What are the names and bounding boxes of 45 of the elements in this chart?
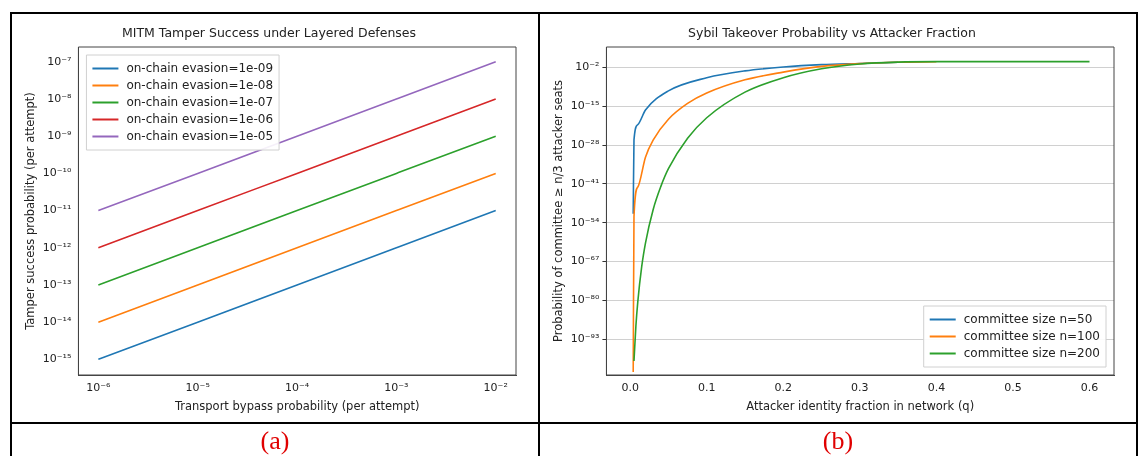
y-tick-label: 10⁻¹⁵: [42, 352, 72, 366]
x-tick-label: 0.4: [927, 381, 946, 395]
legend-label: committee size n=200: [963, 345, 1101, 360]
y-tick-label: 10⁻²: [575, 60, 600, 74]
x-tick-label: 0.6: [1080, 381, 1099, 395]
y-tick-label: 10⁻⁹: [47, 129, 72, 143]
y-tick-label: 10⁻¹³: [42, 277, 72, 291]
y-tick-label: 10⁻⁸⁰: [570, 293, 601, 307]
x-tick-label: 10⁻⁴: [284, 381, 310, 395]
legend-label: on-chain evasion=1e-06: [126, 111, 274, 126]
x-tick-label: 10⁻²: [483, 381, 508, 395]
x-tick-label: 0.2: [774, 381, 793, 395]
text: (a): [12, 424, 540, 456]
legend-label: on-chain evasion=1e-08: [126, 77, 274, 92]
y-tick-label: 10⁻⁹³: [570, 332, 600, 346]
text: (b): [540, 424, 1138, 456]
x-tick-label: 0.1: [697, 381, 716, 395]
y-tick-label: 10⁻¹⁰: [42, 166, 73, 180]
x-tick-label: 10⁻⁶: [86, 381, 112, 395]
chart-title: Sybil Takeover Probability vs Attacker Fraction: [688, 24, 976, 40]
x-tick-label: 10⁻³: [384, 381, 409, 395]
x-tick-label: 0.5: [1004, 381, 1022, 395]
x-tick-label: 0.3: [851, 381, 869, 395]
legend-label: committee size n=100: [963, 328, 1101, 343]
y-tick-label: 10⁻¹⁴: [42, 315, 73, 329]
x-axis-title: Transport bypass probability (per attempt): [173, 399, 420, 414]
y-tick-label: 10⁻⁶⁷: [570, 254, 600, 268]
chart-title: MITM Tamper Success under Layered Defenses: [121, 24, 417, 40]
x-tick-label: 10⁻⁵: [185, 381, 210, 395]
y-tick-label: 10⁻¹⁵: [570, 99, 600, 113]
x-axis-title: Attacker identity fraction in network (q): [746, 399, 975, 414]
y-axis-title: Tamper success probability (per attempt): [22, 92, 37, 331]
y-tick-label: 10⁻⁸: [47, 91, 73, 105]
y-tick-label: 10⁻¹²: [42, 240, 72, 254]
y-tick-label: 10⁻⁷: [47, 54, 72, 68]
y-tick-label: 10⁻¹¹: [42, 203, 72, 217]
y-tick-label: 10⁻⁴¹: [570, 176, 600, 190]
y-tick-label: 10⁻²⁸: [570, 138, 601, 152]
x-tick-label: 0.0: [621, 381, 639, 395]
y-tick-label: 10⁻⁵⁴: [570, 215, 601, 229]
legend-label: on-chain evasion=1e-09: [126, 60, 274, 75]
y-axis-title: Probability of committee ≥ n/3 attacker seats: [550, 79, 565, 343]
legend-label: on-chain evasion=1e-07: [126, 94, 274, 109]
legend-label: on-chain evasion=1e-05: [126, 128, 274, 143]
legend-label: committee size n=50: [963, 311, 1093, 326]
